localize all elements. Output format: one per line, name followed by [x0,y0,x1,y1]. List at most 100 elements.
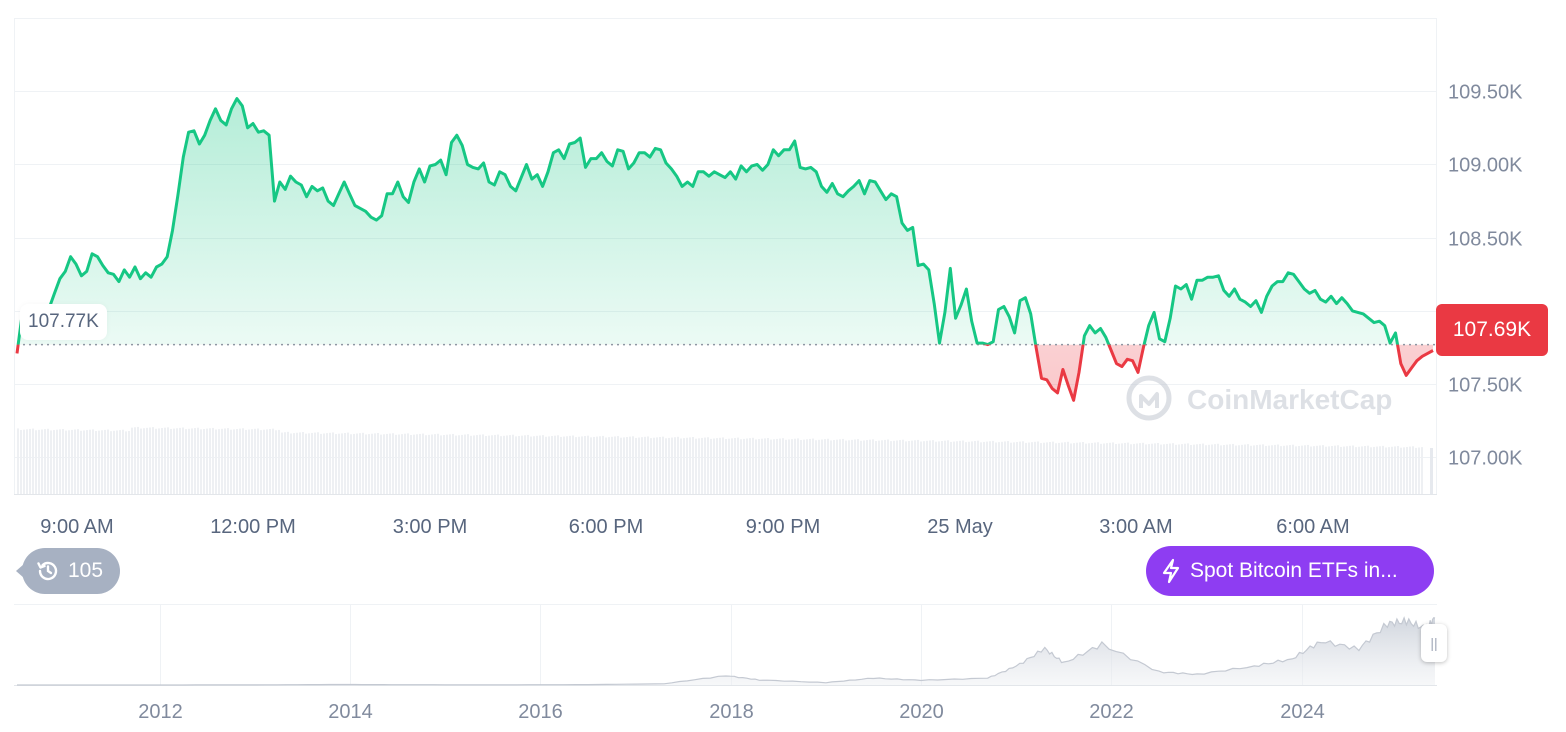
volume-bar [227,428,229,494]
volume-bar [1328,446,1330,494]
volume-bar [461,434,463,494]
volume-bar [827,438,829,494]
volume-bar [1190,445,1192,494]
volume-bar [974,441,976,494]
volume-bar [116,430,118,494]
volume-bar [1310,446,1312,494]
volume-bar [242,428,244,494]
volume-bar [671,437,673,494]
navigator-range-handle[interactable]: || [1421,624,1447,662]
volume-bar [869,439,871,494]
volume-bar [1139,443,1141,494]
x-tick-label: 3:00 PM [393,516,467,538]
volume-bar [275,430,277,494]
volume-bar [1292,444,1294,494]
volume-bar [1169,443,1171,494]
volume-bar [593,436,595,494]
volume-bar [1079,442,1081,494]
volume-bar [257,428,259,494]
volume-bar [1235,445,1237,494]
volume-bar [737,437,739,494]
volume-bar [299,432,301,494]
volume-bar [1250,445,1252,494]
volume-bar [971,441,973,494]
volume-bar [212,427,214,494]
y-axis-labels: 107.00K107.50K108.00K108.50K109.00K109.5… [1448,82,1523,470]
volume-bar [470,435,472,494]
volume-bar [950,441,952,494]
volume-bar [1415,447,1417,494]
navigator-x-labels: 2012 2014 2016 2018 2020 2022 2024 [138,701,1325,723]
volume-bar [1382,445,1384,494]
volume-bar [722,437,724,494]
volume-bar [740,439,742,494]
volume-bar [419,433,421,494]
volume-bar [923,441,925,494]
volume-bar [206,428,208,494]
price-area-up [17,98,1433,345]
volume-bar [365,434,367,494]
volume-bar [956,441,958,494]
volume-bar [1019,441,1021,494]
volume-bar [821,439,823,494]
volume-bar [521,435,523,494]
volume-bar [530,436,532,494]
volume-bar [392,433,394,494]
volume-bar [866,440,868,494]
volume-bar [857,439,859,494]
volume-bar [1208,444,1210,494]
volume-bar [908,440,910,494]
volume-bar [1283,445,1285,494]
x-tick-label: 9:00 AM [40,516,113,538]
volume-bar [239,428,241,494]
volume-bar [836,439,838,494]
volume-bar [743,438,745,494]
volume-bar [992,440,994,494]
volume-bar [752,437,754,494]
volume-bar [1142,442,1144,494]
price-line-up [16,97,1400,345]
volume-bar [1016,441,1018,494]
volume-bar [1331,446,1333,494]
volume-bar [701,437,703,494]
volume-bar [1148,444,1150,494]
volume-bar [248,429,250,494]
volume-bar [458,435,460,494]
volume-bar [443,435,445,494]
volume-bar [1184,443,1186,494]
volume-bar [605,437,607,494]
volume-bar [80,430,82,494]
volume-bar [1055,443,1057,494]
history-icon [37,561,58,581]
volume-bar [353,433,355,494]
volume-bar [812,438,814,494]
volume-bar [1289,445,1291,494]
volume-bar [317,432,319,494]
volume-bar [758,439,760,494]
volume-bar [959,440,961,494]
volume-bar [1058,442,1060,494]
navigator-area[interactable] [17,616,1436,686]
volume-bar [968,441,970,494]
volume-bar [104,429,106,494]
volume-bar [1229,444,1231,494]
volume-bar [1202,443,1204,494]
volume-bar [425,435,427,494]
volume-bar [833,440,835,494]
volume-bar [641,437,643,494]
volume-bar [926,440,928,494]
volume-bar [1040,443,1042,494]
volume-bar [1361,446,1363,494]
volume-bar [989,441,991,494]
volume-bar [338,433,340,494]
volume-bar [254,428,256,494]
volume-bar [536,435,538,494]
volume-bar [830,440,832,494]
volume-bar [563,436,565,494]
news-event-button[interactable]: Spot Bitcoin ETFs in... [1146,546,1434,596]
events-history-button[interactable]: 105 [16,548,120,594]
volume-bar [770,439,772,494]
volume-bar [761,438,763,494]
volume-bar [788,439,790,494]
